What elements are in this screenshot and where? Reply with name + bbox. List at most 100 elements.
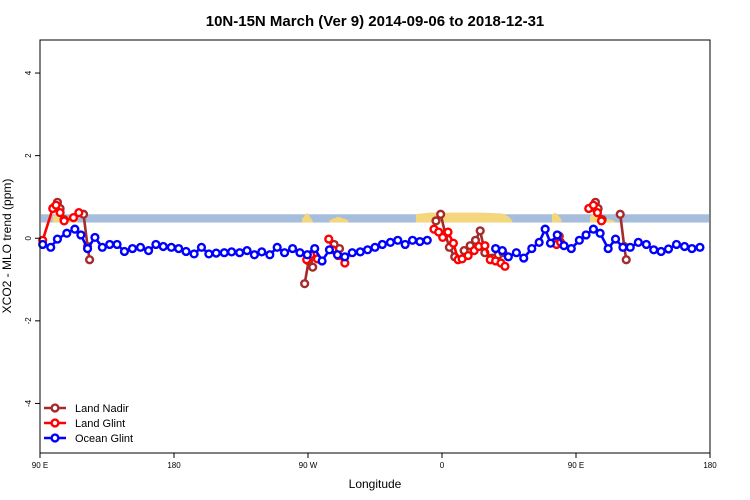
ocean-glint-point: [355, 247, 365, 257]
ocean-glint-point: [511, 248, 521, 258]
ocean-glint-point: [143, 246, 154, 256]
legend-marker-ocean-glint: [50, 433, 60, 443]
land-glint-point: [74, 208, 84, 218]
ocean-glint-point: [527, 243, 537, 254]
legend-label-ocean-glint: Ocean Glint: [75, 433, 133, 445]
land-mask-4: [551, 212, 562, 223]
x-tick-label: 0: [440, 461, 445, 470]
ocean-glint-point: [363, 245, 373, 255]
land-nadir-point: [475, 226, 485, 236]
chart-title: 10N-15N March (Ver 9) 2014-09-06 to 2018…: [206, 13, 545, 30]
ocean-glint-point: [347, 248, 357, 258]
ocean-glint-point: [545, 238, 556, 248]
land-glint-point: [596, 216, 607, 226]
ocean-glint-point: [610, 234, 621, 244]
ocean-glint-point: [257, 247, 267, 257]
ocean-glint-point: [534, 237, 544, 247]
x-tick-label: 180: [703, 461, 717, 470]
ocean-glint-point: [641, 239, 651, 250]
plot-frame: [39, 39, 711, 454]
ocean-glint-point: [211, 248, 221, 258]
land-glint-point: [500, 261, 510, 271]
land-glint-point: [463, 250, 473, 261]
ocean-glint-point: [385, 237, 396, 247]
land-nadir-point: [308, 262, 318, 272]
ocean-glint-point: [235, 248, 245, 258]
ocean-glint-point: [679, 241, 690, 252]
ocean-glint-point: [90, 232, 100, 243]
land-glint-point: [59, 216, 69, 226]
land-nadir-point: [436, 209, 446, 219]
ocean-glint-point: [181, 246, 191, 257]
ocean-glint-point: [204, 249, 214, 259]
y-tick-label: 2: [24, 153, 33, 158]
ocean-glint-point: [656, 246, 666, 257]
land-mask-2: [329, 216, 349, 223]
legend: Land Nadir Land Glint Ocean Glint: [44, 403, 133, 445]
land-glint-point: [55, 208, 65, 218]
y-tick-label: -2: [24, 317, 33, 325]
ocean-glint-point: [62, 228, 72, 238]
ocean-glint-point: [272, 242, 282, 252]
ocean-glint-point: [497, 246, 507, 256]
x-tick-label: 180: [167, 461, 181, 470]
ocean-glint-point: [46, 242, 56, 252]
ocean-glint-point: [324, 245, 335, 255]
ocean-glint-point: [566, 243, 576, 254]
legend-label-land-nadir: Land Nadir: [75, 403, 129, 415]
ocean-glint-point: [695, 242, 705, 252]
ocean-glint-point: [377, 239, 387, 250]
ocean-glint-point: [540, 224, 550, 234]
land-glint-point: [438, 232, 448, 243]
ocean-glint-point: [340, 252, 350, 262]
ocean-glint-point: [242, 246, 252, 256]
ocean-glint-point: [603, 243, 613, 254]
background-band: [41, 214, 709, 223]
y-tick-label: -4: [24, 399, 33, 407]
ocean-glint-point: [370, 242, 380, 252]
ocean-glint-point: [503, 252, 513, 262]
ocean-glint-point: [279, 248, 290, 258]
ocean-glint-point: [119, 246, 130, 257]
ocean-glint-point: [317, 256, 327, 266]
land-glint-point: [480, 241, 490, 251]
ocean-glint-point: [663, 244, 674, 254]
y-axis-label: XCO2 - MLO trend (ppm): [0, 179, 14, 314]
ocean-glint-point: [174, 243, 184, 254]
plot-area: [38, 197, 709, 289]
ocean-glint-point: [135, 242, 146, 252]
ocean-glint-point: [687, 243, 697, 254]
ocean-glint-point: [310, 243, 320, 254]
ocean-glint-point: [38, 239, 48, 250]
legend-marker-land-glint: [50, 418, 60, 428]
ocean-glint-point: [189, 249, 199, 259]
x-axis-label: Longitude: [349, 477, 402, 491]
ocean-glint-point: [574, 235, 584, 245]
ocean-glint-point: [625, 242, 635, 252]
land-nadir-point: [84, 255, 95, 265]
ocean-glint-point: [151, 239, 161, 250]
ocean-glint-point: [302, 250, 312, 260]
ocean-glint-point: [588, 224, 599, 234]
ocean-glint-point: [595, 228, 605, 238]
ocean-glint-point: [559, 241, 569, 251]
ocean-glint-point: [127, 243, 138, 254]
ocean-glint-point: [552, 230, 562, 240]
y-tick-label: 4: [24, 70, 33, 75]
ocean-glint-point: [105, 239, 115, 250]
land-glint-point: [68, 212, 79, 223]
ocean-glint-point: [227, 247, 237, 257]
land-glint-point: [324, 234, 334, 244]
ocean-glint-point: [415, 236, 425, 247]
ocean-glint-point: [249, 250, 260, 260]
ocean-glint-point: [219, 248, 229, 258]
ocean-glint-point: [287, 243, 298, 254]
ocean-glint-point: [400, 239, 410, 250]
ocean-glint-point: [633, 237, 643, 247]
ocean-glint-point: [158, 241, 168, 252]
ocean-glint-point: [393, 235, 403, 245]
land-nadir-point: [615, 209, 625, 219]
ocean-glint-point: [70, 224, 80, 234]
land-nadir-point: [300, 279, 310, 289]
axes: 90 E 180 90 W 0 90 E 180 -4 -2 0 2 4: [24, 70, 717, 470]
